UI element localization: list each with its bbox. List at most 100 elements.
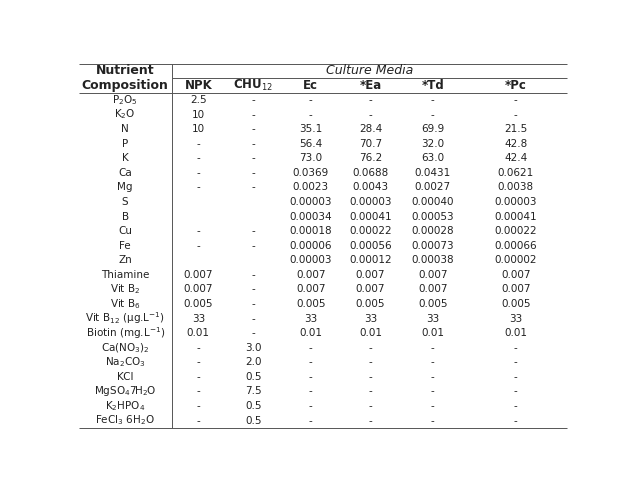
- Text: 0.5: 0.5: [245, 401, 261, 411]
- Text: -: -: [251, 153, 255, 163]
- Text: 0.00003: 0.00003: [495, 197, 537, 207]
- Text: Vit B$_{12}$ (μg.L$^{-1}$): Vit B$_{12}$ (μg.L$^{-1}$): [85, 311, 165, 327]
- Text: Culture Media: Culture Media: [326, 64, 413, 77]
- Text: 0.5: 0.5: [245, 372, 261, 382]
- Text: 0.00066: 0.00066: [495, 241, 537, 250]
- Text: P: P: [122, 139, 129, 149]
- Text: 0.01: 0.01: [504, 328, 527, 338]
- Text: 33: 33: [304, 314, 318, 324]
- Text: -: -: [431, 372, 435, 382]
- Text: Mg: Mg: [117, 182, 133, 192]
- Text: 0.01: 0.01: [421, 328, 444, 338]
- Text: -: -: [251, 226, 255, 236]
- Text: 0.00034: 0.00034: [289, 212, 332, 222]
- Text: -: -: [431, 357, 435, 368]
- Text: -: -: [197, 153, 200, 163]
- Text: 0.0688: 0.0688: [352, 168, 389, 178]
- Text: 56.4: 56.4: [299, 139, 323, 149]
- Text: S: S: [122, 197, 129, 207]
- Text: Fe: Fe: [119, 241, 131, 250]
- Text: -: -: [369, 372, 372, 382]
- Text: -: -: [251, 314, 255, 324]
- Text: 0.007: 0.007: [356, 270, 385, 280]
- Text: -: -: [309, 357, 312, 368]
- Text: 0.0038: 0.0038: [498, 182, 534, 192]
- Text: -: -: [197, 386, 200, 396]
- Text: CHU$_{12}$: CHU$_{12}$: [233, 78, 273, 93]
- Text: -: -: [197, 241, 200, 250]
- Text: 0.00003: 0.00003: [289, 197, 332, 207]
- Text: 0.01: 0.01: [359, 328, 382, 338]
- Text: -: -: [251, 168, 255, 178]
- Text: 0.00003: 0.00003: [289, 255, 332, 265]
- Text: -: -: [431, 110, 435, 120]
- Text: 0.00040: 0.00040: [411, 197, 454, 207]
- Text: -: -: [309, 343, 312, 353]
- Text: 0.007: 0.007: [183, 284, 213, 294]
- Text: -: -: [514, 416, 518, 426]
- Text: 0.005: 0.005: [501, 299, 530, 309]
- Text: 42.8: 42.8: [504, 139, 527, 149]
- Text: -: -: [251, 110, 255, 120]
- Text: K$_2$O: K$_2$O: [115, 108, 136, 122]
- Text: K$_2$HPO$_4$: K$_2$HPO$_4$: [105, 399, 146, 413]
- Text: 0.00006: 0.00006: [289, 241, 332, 250]
- Text: -: -: [431, 343, 435, 353]
- Text: -: -: [514, 110, 518, 120]
- Text: -: -: [251, 95, 255, 105]
- Text: 0.005: 0.005: [418, 299, 447, 309]
- Text: 0.005: 0.005: [296, 299, 326, 309]
- Text: 0.00041: 0.00041: [349, 212, 392, 222]
- Text: -: -: [197, 182, 200, 192]
- Text: -: -: [251, 299, 255, 309]
- Text: Cu: Cu: [118, 226, 132, 236]
- Text: 35.1: 35.1: [299, 124, 323, 134]
- Text: 0.0027: 0.0027: [415, 182, 451, 192]
- Text: NPK: NPK: [185, 79, 212, 92]
- Text: -: -: [369, 357, 372, 368]
- Text: 0.007: 0.007: [418, 284, 447, 294]
- Text: 3.0: 3.0: [245, 343, 261, 353]
- Text: 2.0: 2.0: [245, 357, 261, 368]
- Text: -: -: [309, 110, 312, 120]
- Text: -: -: [197, 226, 200, 236]
- Text: -: -: [197, 372, 200, 382]
- Text: FeCl$_3$ 6H$_2$O: FeCl$_3$ 6H$_2$O: [95, 414, 155, 427]
- Text: 0.00012: 0.00012: [349, 255, 392, 265]
- Text: *Td: *Td: [421, 79, 444, 92]
- Text: Vit B$_6$: Vit B$_6$: [110, 297, 140, 311]
- Text: 0.00018: 0.00018: [289, 226, 332, 236]
- Text: Biotin (mg.L$^{-1}$): Biotin (mg.L$^{-1}$): [86, 325, 164, 341]
- Text: -: -: [514, 95, 518, 105]
- Text: 0.01: 0.01: [299, 328, 322, 338]
- Text: Na$_2$CO$_3$: Na$_2$CO$_3$: [105, 356, 146, 369]
- Text: 0.00056: 0.00056: [349, 241, 392, 250]
- Text: -: -: [197, 343, 200, 353]
- Text: 0.00022: 0.00022: [495, 226, 537, 236]
- Text: 0.0369: 0.0369: [292, 168, 329, 178]
- Text: *Pc: *Pc: [505, 79, 527, 92]
- Text: Nutrient
Composition: Nutrient Composition: [82, 64, 169, 92]
- Text: -: -: [369, 110, 372, 120]
- Text: -: -: [309, 401, 312, 411]
- Text: 32.0: 32.0: [421, 139, 444, 149]
- Text: 0.00038: 0.00038: [411, 255, 454, 265]
- Text: -: -: [251, 270, 255, 280]
- Text: -: -: [514, 357, 518, 368]
- Text: 73.0: 73.0: [299, 153, 322, 163]
- Text: Thiamine: Thiamine: [101, 270, 149, 280]
- Text: 0.00022: 0.00022: [349, 226, 392, 236]
- Text: 0.007: 0.007: [356, 284, 385, 294]
- Text: -: -: [197, 357, 200, 368]
- Text: -: -: [514, 372, 518, 382]
- Text: -: -: [251, 182, 255, 192]
- Text: -: -: [514, 343, 518, 353]
- Text: 33: 33: [364, 314, 377, 324]
- Text: 0.00053: 0.00053: [411, 212, 454, 222]
- Text: -: -: [369, 401, 372, 411]
- Text: 0.01: 0.01: [187, 328, 210, 338]
- Text: K: K: [122, 153, 129, 163]
- Text: -: -: [431, 386, 435, 396]
- Text: 0.005: 0.005: [183, 299, 213, 309]
- Text: 0.00028: 0.00028: [411, 226, 454, 236]
